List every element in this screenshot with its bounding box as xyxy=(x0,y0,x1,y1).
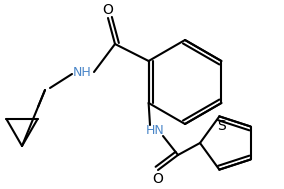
Text: O: O xyxy=(103,3,113,17)
Text: O: O xyxy=(153,172,163,186)
Text: S: S xyxy=(217,119,226,133)
Text: HN: HN xyxy=(146,123,164,136)
Text: NH: NH xyxy=(73,66,91,78)
